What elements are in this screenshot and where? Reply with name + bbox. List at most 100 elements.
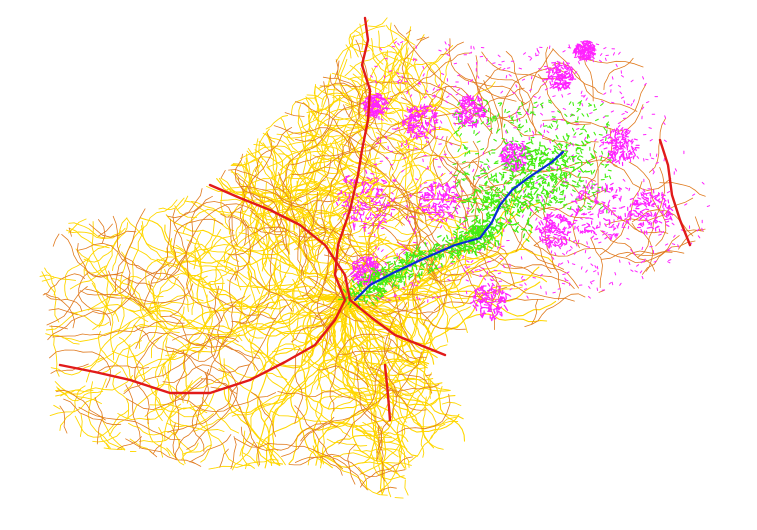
- urban-area-mark: [443, 193, 448, 196]
- green-area-mark: [503, 224, 508, 229]
- urban-area-mark: [396, 72, 400, 75]
- urban-area-mark: [503, 304, 507, 309]
- minor-road: [216, 178, 346, 301]
- urban-area-mark: [512, 91, 516, 94]
- urban-area-mark: [440, 120, 443, 124]
- urban-area-mark: [651, 202, 656, 206]
- urban-area-mark: [642, 188, 646, 193]
- urban-area-mark: [502, 157, 506, 161]
- urban-area-mark: [538, 221, 542, 226]
- green-area-mark: [537, 150, 540, 155]
- urban-area-mark: [370, 172, 375, 175]
- minor-road: [145, 259, 164, 298]
- urban-area-mark: [356, 261, 361, 264]
- urban-area-mark: [532, 134, 534, 138]
- urban-area-mark: [440, 195, 445, 198]
- urban-area-mark: [570, 245, 573, 249]
- urban-area-mark: [631, 202, 636, 205]
- green-area-mark: [593, 131, 597, 136]
- green-area-mark: [515, 198, 520, 203]
- urban-area-mark: [358, 256, 363, 260]
- urban-area-mark: [369, 271, 372, 276]
- urban-area-mark: [381, 227, 385, 229]
- urban-area-mark: [617, 222, 620, 227]
- urban-area-mark: [569, 66, 572, 71]
- urban-area-mark: [589, 281, 593, 285]
- urban-area-mark: [515, 143, 518, 148]
- secondary-road: [659, 182, 706, 197]
- urban-area-mark: [632, 99, 635, 103]
- urban-area-mark: [558, 215, 563, 219]
- green-area-mark: [496, 230, 501, 234]
- green-area-mark: [497, 193, 500, 198]
- green-area-mark: [468, 149, 471, 155]
- green-area-mark: [504, 108, 507, 113]
- urban-area-mark: [509, 288, 513, 291]
- urban-area-mark: [346, 196, 351, 200]
- urban-area-mark: [462, 109, 466, 112]
- urban-area-mark: [554, 240, 559, 244]
- urban-area-mark: [496, 304, 499, 309]
- urban-area-mark: [618, 145, 623, 147]
- urban-area-mark: [491, 291, 495, 295]
- secondary-road: [485, 75, 538, 133]
- green-area-mark: [483, 175, 488, 179]
- highway: [658, 138, 692, 247]
- urban-area-mark: [626, 237, 630, 240]
- green-area-mark: [458, 179, 461, 184]
- urban-area-mark: [460, 113, 464, 118]
- green-area-mark: [465, 173, 470, 176]
- green-area-mark: [393, 256, 399, 259]
- urban-area-mark: [592, 48, 597, 51]
- urban-area-mark: [472, 107, 476, 111]
- green-area-mark: [488, 213, 491, 219]
- green-area-mark: [557, 110, 561, 114]
- green-area-mark: [386, 280, 392, 283]
- secondary-road: [483, 80, 507, 145]
- urban-area-mark: [527, 152, 532, 156]
- urban-area-mark: [366, 257, 369, 262]
- urban-area-mark: [631, 140, 634, 145]
- urban-area-mark: [415, 45, 418, 49]
- urban-area-mark: [614, 233, 618, 237]
- green-area-mark: [467, 196, 473, 200]
- secondary-road: [189, 434, 232, 463]
- minor-road: [71, 311, 110, 327]
- urban-area-mark: [577, 195, 581, 200]
- green-area-mark: [501, 193, 506, 198]
- urban-area-mark: [581, 224, 586, 226]
- minor-road: [326, 438, 368, 447]
- green-area-mark: [491, 174, 497, 178]
- green-area-mark: [542, 173, 548, 177]
- green-area-mark: [563, 203, 568, 207]
- urban-area-mark: [624, 133, 628, 137]
- green-area-mark: [521, 176, 526, 181]
- urban-area-mark: [375, 112, 378, 117]
- urban-area-mark: [355, 259, 359, 263]
- urban-area-mark: [385, 203, 388, 208]
- green-area-mark: [507, 181, 512, 185]
- green-area-mark: [477, 208, 480, 214]
- green-area-mark: [605, 129, 608, 134]
- highways-layer: [58, 16, 692, 422]
- urban-area-mark: [450, 262, 454, 265]
- urban-area-mark: [558, 263, 560, 267]
- urban-area-mark: [366, 176, 370, 180]
- green-area-mark: [577, 205, 581, 209]
- urban-area-mark: [620, 152, 625, 156]
- urban-area-mark: [569, 213, 574, 217]
- urban-area-mark: [516, 155, 521, 158]
- urban-area-mark: [507, 222, 511, 224]
- urban-area-mark: [616, 145, 619, 149]
- green-area-mark: [420, 271, 423, 276]
- urban-area-mark: [433, 106, 437, 110]
- green-area-mark: [490, 191, 493, 196]
- secondary-road: [288, 456, 343, 476]
- green-area-mark: [463, 246, 467, 251]
- minor-road: [315, 395, 343, 424]
- minor-road: [55, 374, 134, 395]
- green-area-mark: [519, 194, 522, 200]
- urban-area-mark: [669, 207, 674, 212]
- urban-area-mark: [565, 84, 569, 89]
- urban-area-mark: [623, 156, 628, 160]
